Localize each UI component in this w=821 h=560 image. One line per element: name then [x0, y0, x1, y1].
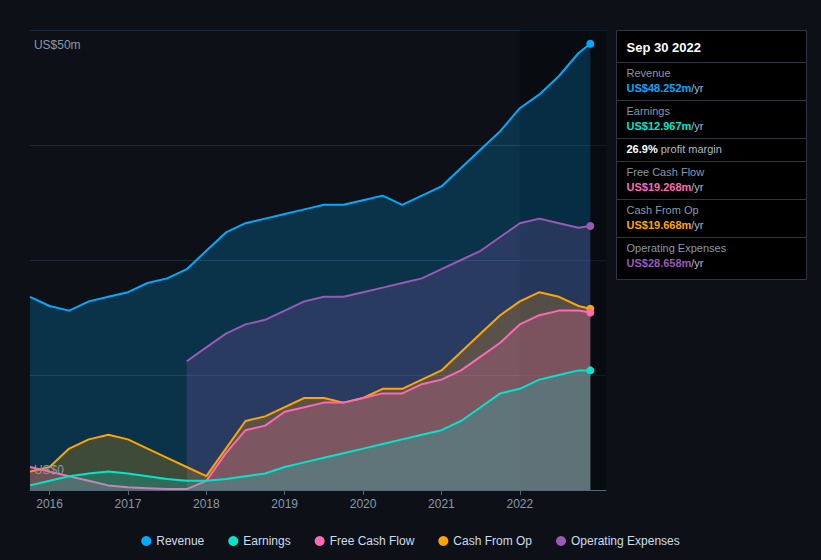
svg-text:US$19.268m: US$19.268m — [627, 181, 692, 193]
svg-text:Cash From Op: Cash From Op — [453, 534, 532, 548]
svg-text:2022: 2022 — [506, 497, 533, 511]
svg-text:US$50m: US$50m — [34, 38, 81, 52]
svg-text:/yr: /yr — [691, 219, 704, 231]
svg-text:US$0: US$0 — [34, 463, 64, 477]
svg-text:2021: 2021 — [428, 497, 455, 511]
svg-text:Operating Expenses: Operating Expenses — [571, 534, 680, 548]
svg-text:Free Cash Flow: Free Cash Flow — [330, 534, 415, 548]
svg-text:Earnings: Earnings — [627, 105, 671, 117]
svg-text:Earnings: Earnings — [243, 534, 290, 548]
svg-text:/yr: /yr — [691, 181, 704, 193]
svg-text:2017: 2017 — [115, 497, 142, 511]
svg-text:US$28.658m: US$28.658m — [627, 257, 692, 269]
svg-text:US$12.967m: US$12.967m — [627, 120, 692, 132]
svg-text:2019: 2019 — [271, 497, 298, 511]
svg-text:Operating Expenses: Operating Expenses — [627, 242, 727, 254]
svg-text:Revenue: Revenue — [156, 534, 204, 548]
svg-text:US$48.252m: US$48.252m — [627, 82, 692, 94]
svg-text:profit margin: profit margin — [658, 143, 722, 155]
svg-text:2018: 2018 — [193, 497, 220, 511]
svg-text:2016: 2016 — [36, 497, 63, 511]
svg-text:/yr: /yr — [691, 120, 704, 132]
svg-text:US$19.668m: US$19.668m — [627, 219, 692, 231]
svg-text:Revenue: Revenue — [627, 67, 671, 79]
svg-text:Free Cash Flow: Free Cash Flow — [627, 166, 705, 178]
svg-text:26.9%: 26.9% — [627, 143, 658, 155]
svg-text:/yr: /yr — [691, 257, 704, 269]
svg-text:2020: 2020 — [350, 497, 377, 511]
svg-text:/yr: /yr — [691, 82, 704, 94]
svg-text:Sep 30 2022: Sep 30 2022 — [627, 40, 701, 55]
svg-text:Cash From Op: Cash From Op — [627, 204, 699, 216]
